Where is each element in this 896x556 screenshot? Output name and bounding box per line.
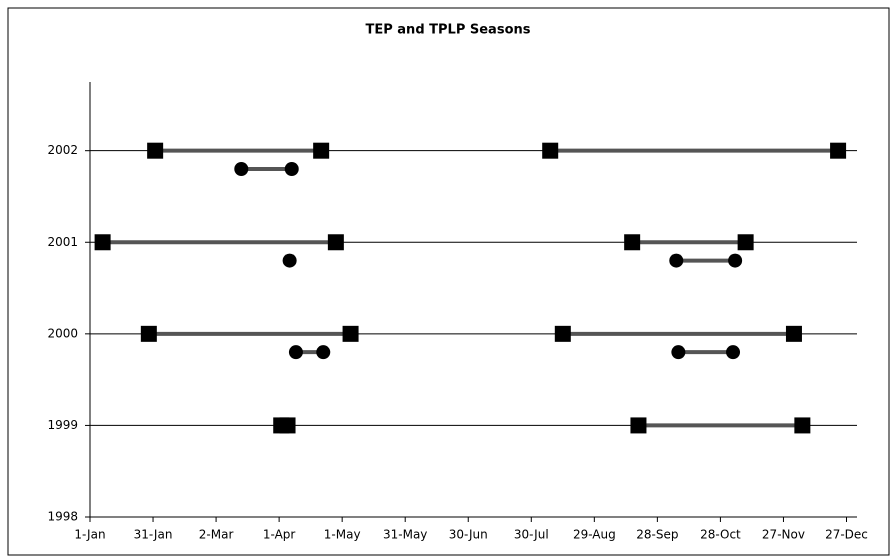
square-marker: [327, 234, 344, 251]
circle-marker: [316, 345, 331, 360]
y-tick-label: 2001: [47, 235, 78, 249]
circle-marker: [671, 345, 686, 360]
x-tick-label: 28-Sep: [636, 528, 678, 542]
square-marker: [542, 142, 559, 159]
x-tick-label: 27-Dec: [825, 528, 868, 542]
square-marker: [737, 234, 754, 251]
x-tick-label: 31-Jan: [134, 528, 173, 542]
circle-marker: [284, 162, 299, 176]
x-tick-label: 28-Oct: [700, 528, 741, 542]
square-marker: [342, 325, 359, 342]
chart-title: TEP and TPLP Seasons: [365, 23, 530, 38]
circle-marker: [288, 345, 303, 360]
circle-marker: [669, 253, 684, 268]
square-marker: [279, 417, 296, 434]
x-tick-label: 27-Nov: [762, 528, 805, 542]
circle-marker: [282, 253, 297, 268]
square-marker: [630, 417, 647, 434]
y-tick-label: 2000: [47, 326, 78, 340]
x-tick-label: 1-Apr: [263, 528, 296, 542]
circle-marker: [726, 345, 741, 360]
circle-marker: [728, 253, 743, 268]
x-tick-label: 31-May: [383, 528, 427, 542]
y-tick-label: 2002: [47, 143, 78, 157]
x-tick-label: 1-Jan: [74, 528, 105, 542]
chart-frame: [7, 7, 890, 556]
square-marker: [624, 234, 641, 251]
circle-marker: [234, 162, 249, 176]
x-tick-label: 2-Mar: [199, 528, 234, 542]
square-marker: [313, 142, 330, 159]
square-marker: [554, 325, 571, 342]
x-tick-label: 30-Jul: [514, 528, 549, 542]
x-tick-label: 1-May: [324, 528, 361, 542]
y-tick-label: 1999: [47, 418, 78, 432]
y-tick-label: 1998: [47, 510, 78, 524]
square-marker: [94, 234, 111, 251]
square-marker: [830, 142, 847, 159]
square-marker: [785, 325, 802, 342]
square-marker: [147, 142, 164, 159]
x-tick-label: 29-Aug: [573, 528, 616, 542]
square-marker: [140, 325, 157, 342]
square-marker: [794, 417, 811, 434]
x-tick-label: 30-Jun: [449, 528, 488, 542]
